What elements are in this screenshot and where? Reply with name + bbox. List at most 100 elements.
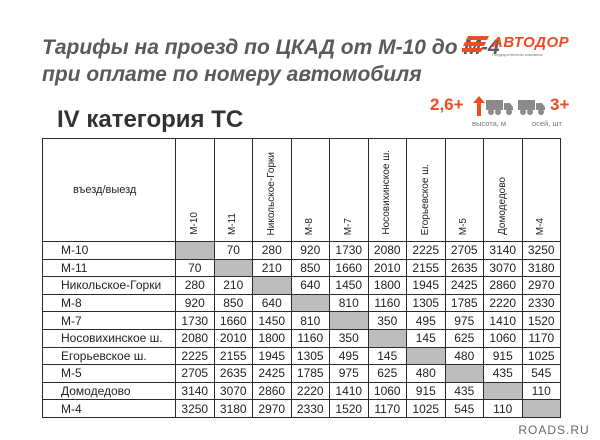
price-cell: 435 xyxy=(483,364,523,383)
diagonal-cell xyxy=(406,346,446,366)
price-cell: 2330 xyxy=(521,293,561,313)
price-cell: 495 xyxy=(406,311,446,330)
table-row: М-10 70 280 920 1730 2080 2225 2705 3140 3250 xyxy=(42,241,561,260)
price-cell: 495 xyxy=(329,346,369,366)
col-header: Носовихинское ш. xyxy=(367,138,407,242)
price-cell: 1170 xyxy=(521,328,561,348)
row-header: М-7 xyxy=(42,311,176,330)
price-cell: 1660 xyxy=(329,258,369,278)
col-header-label: Домодедово xyxy=(496,177,508,235)
up-arrow-icon xyxy=(473,96,485,116)
price-cell: 1160 xyxy=(367,293,407,313)
price-cell: 3070 xyxy=(483,258,523,278)
table-row: М-11 70 210 850 1660 2010 2155 2635 3070 3180 xyxy=(42,258,561,278)
table-row: М-4 3250 3180 2970 2330 1520 1170 1025 545 110 xyxy=(42,399,561,418)
col-header: Егорьевское ш. xyxy=(406,138,446,242)
price-cell: 810 xyxy=(290,311,330,330)
diagonal-cell xyxy=(290,293,330,313)
col-header-label: Егорьевское ш. xyxy=(419,163,431,235)
price-cell: 210 xyxy=(252,258,292,278)
price-cell: 2080 xyxy=(367,241,407,260)
price-cell: 2225 xyxy=(175,346,215,366)
price-cell: 915 xyxy=(406,381,446,401)
price-cell: 975 xyxy=(329,364,369,383)
col-header-label: М-7 xyxy=(342,217,354,235)
price-cell: 1410 xyxy=(329,381,369,401)
diagonal-cell xyxy=(213,258,253,278)
truck-icon xyxy=(486,100,513,115)
price-cell: 1160 xyxy=(290,328,330,348)
col-header-label: М-8 xyxy=(304,217,316,235)
price-cell: 915 xyxy=(483,346,523,366)
col-header: М-5 xyxy=(444,138,484,242)
axles-caption: осей, шт xyxy=(532,119,562,128)
category-heading: IV категория ТС xyxy=(57,106,244,133)
price-cell: 920 xyxy=(290,241,330,260)
table-row: М-5 2705 2635 2425 1785 975 625 480 435 545 xyxy=(42,364,561,383)
price-cell: 1025 xyxy=(521,346,561,366)
diagonal-cell xyxy=(175,241,215,260)
row-header: Егорьевское ш. xyxy=(42,346,176,366)
price-cell: 2220 xyxy=(290,381,330,401)
row-header: М-8 xyxy=(42,293,176,313)
price-cell: 1520 xyxy=(329,399,369,418)
price-cell: 3140 xyxy=(175,381,215,401)
price-cell: 1060 xyxy=(367,381,407,401)
col-header: Домодедово xyxy=(483,138,523,242)
price-cell: 2860 xyxy=(483,276,523,295)
price-cell: 3250 xyxy=(521,241,561,260)
price-cell: 350 xyxy=(367,311,407,330)
price-cell: 3180 xyxy=(521,258,561,278)
price-cell: 2970 xyxy=(252,399,292,418)
table-row: М-8 920 850 640 810 1160 1305 1785 2220 2330 xyxy=(42,293,561,313)
col-header: М-11 xyxy=(213,138,253,242)
title-line-2: при оплате по номеру автомобиля xyxy=(42,63,422,86)
price-cell: 2010 xyxy=(213,328,253,348)
price-cell: 3250 xyxy=(175,399,215,418)
price-cell: 2220 xyxy=(483,293,523,313)
price-cell: 2705 xyxy=(444,241,484,260)
height-caption: высота, м xyxy=(472,119,507,128)
price-cell: 1450 xyxy=(329,276,369,295)
diagonal-cell xyxy=(252,276,292,295)
diagonal-cell xyxy=(483,381,523,401)
price-cell: 640 xyxy=(290,276,330,295)
col-header: М-8 xyxy=(290,138,330,242)
price-cell: 2155 xyxy=(406,258,446,278)
price-cell: 2155 xyxy=(213,346,253,366)
diagonal-cell xyxy=(329,311,369,330)
diagonal-cell xyxy=(367,328,407,348)
price-cell: 975 xyxy=(444,311,484,330)
col-header-label: Носовихинское ш. xyxy=(381,150,393,235)
price-cell: 2080 xyxy=(175,328,215,348)
logo-subtitle: Государственная компания xyxy=(492,52,543,57)
price-cell: 480 xyxy=(406,364,446,383)
price-cell: 1660 xyxy=(213,311,253,330)
col-header-label: М-10 xyxy=(188,212,200,235)
price-cell: 3180 xyxy=(213,399,253,418)
row-header: Носовихинское ш. xyxy=(42,328,176,348)
col-header: М-7 xyxy=(329,138,369,242)
price-cell: 1450 xyxy=(252,311,292,330)
price-cell: 110 xyxy=(521,381,561,401)
price-cell: 2705 xyxy=(175,364,215,383)
price-cell: 625 xyxy=(444,328,484,348)
price-cell: 810 xyxy=(329,293,369,313)
price-cell: 2330 xyxy=(290,399,330,418)
tariff-table: въезд/выезд М-10 М-11 Никольское-Горки М… xyxy=(42,138,561,418)
price-cell: 350 xyxy=(329,328,369,348)
price-cell: 70 xyxy=(213,241,253,260)
price-cell: 1170 xyxy=(367,399,407,418)
row-header: Никольское-Горки xyxy=(42,276,176,295)
price-cell: 1520 xyxy=(521,311,561,330)
price-cell: 110 xyxy=(483,399,523,418)
price-cell: 480 xyxy=(444,346,484,366)
price-cell: 210 xyxy=(213,276,253,295)
price-cell: 920 xyxy=(175,293,215,313)
price-cell: 2425 xyxy=(444,276,484,295)
col-header: М-4 xyxy=(521,138,561,242)
price-cell: 1785 xyxy=(290,364,330,383)
price-cell: 850 xyxy=(213,293,253,313)
price-cell: 1025 xyxy=(406,399,446,418)
price-cell: 850 xyxy=(290,258,330,278)
